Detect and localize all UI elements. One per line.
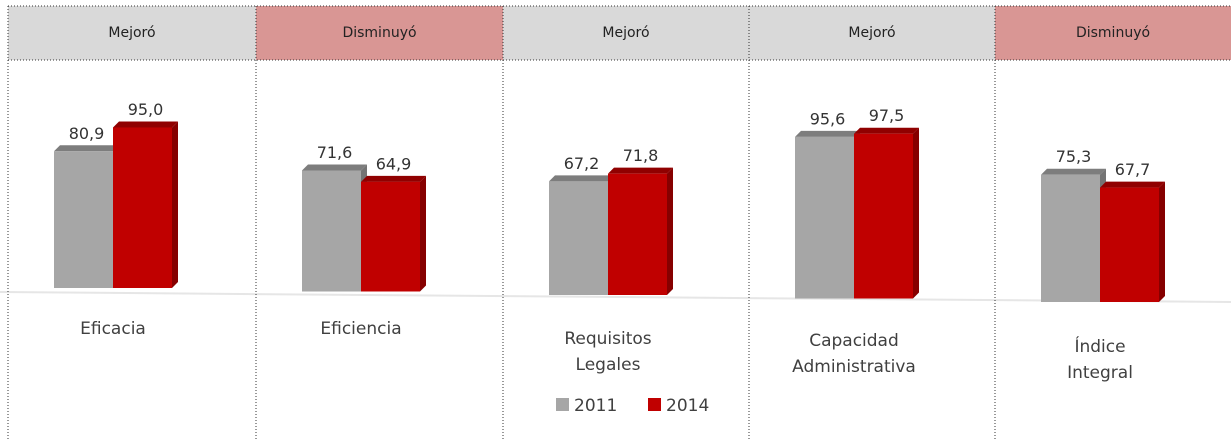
- header-label: Mejoró: [848, 25, 895, 41]
- value-label: 97,5: [869, 106, 905, 125]
- bar-side: [172, 121, 178, 288]
- bar-top: [54, 145, 119, 152]
- bar-top: [608, 167, 673, 174]
- bar: [361, 181, 420, 292]
- floor-line: [0, 291, 1231, 303]
- bar-top: [549, 175, 614, 182]
- legend-swatch: [648, 398, 661, 411]
- value-label: 71,6: [317, 143, 353, 162]
- header-bg: [256, 6, 503, 60]
- bar: [1100, 187, 1159, 302]
- bar: [549, 181, 608, 295]
- bar: [1041, 174, 1100, 302]
- header-label: Mejoró: [602, 25, 649, 41]
- value-label: 80,9: [69, 124, 105, 143]
- header-bg: [995, 6, 1231, 60]
- bar: [795, 136, 854, 299]
- value-label: 67,2: [564, 154, 600, 173]
- bar: [113, 127, 172, 288]
- bar-top: [361, 175, 426, 182]
- value-label: 71,8: [623, 146, 659, 165]
- value-label: 67,7: [1115, 160, 1151, 179]
- category-label: Requisitos Legales: [564, 329, 652, 375]
- bar-side: [1159, 181, 1165, 302]
- bar: [608, 173, 667, 295]
- bar: [854, 133, 913, 299]
- bar: [302, 170, 361, 292]
- header-bg: [503, 6, 749, 60]
- bar-top: [1041, 168, 1106, 175]
- value-label: 64,9: [376, 154, 412, 173]
- bar-top: [113, 121, 178, 128]
- value-label: 95,6: [810, 109, 846, 128]
- bar-side: [667, 167, 673, 295]
- legend-swatch: [556, 398, 569, 411]
- category-label: Capacidad Administrativa: [792, 331, 916, 377]
- category-label: Índice Integral: [1067, 337, 1133, 383]
- legend-label: 2014: [666, 396, 709, 416]
- header-bg: [749, 6, 995, 60]
- header-label: Mejoró: [108, 25, 155, 41]
- bar-top: [854, 127, 919, 134]
- category-label: Eficacia: [80, 319, 146, 339]
- bar-top: [302, 164, 367, 171]
- header-label: Disminuyó: [342, 25, 416, 41]
- legend-label: 2011: [574, 396, 617, 416]
- bar: [54, 151, 113, 288]
- bar-side: [913, 127, 919, 299]
- value-label: 95,0: [128, 100, 164, 119]
- header-label: Disminuyó: [1076, 25, 1150, 41]
- header-bg: [8, 6, 256, 60]
- bar-side: [420, 175, 426, 292]
- bar-top: [1100, 181, 1165, 188]
- value-label: 75,3: [1056, 147, 1092, 166]
- bar-top: [795, 130, 860, 137]
- category-label: Eficiencia: [320, 319, 402, 339]
